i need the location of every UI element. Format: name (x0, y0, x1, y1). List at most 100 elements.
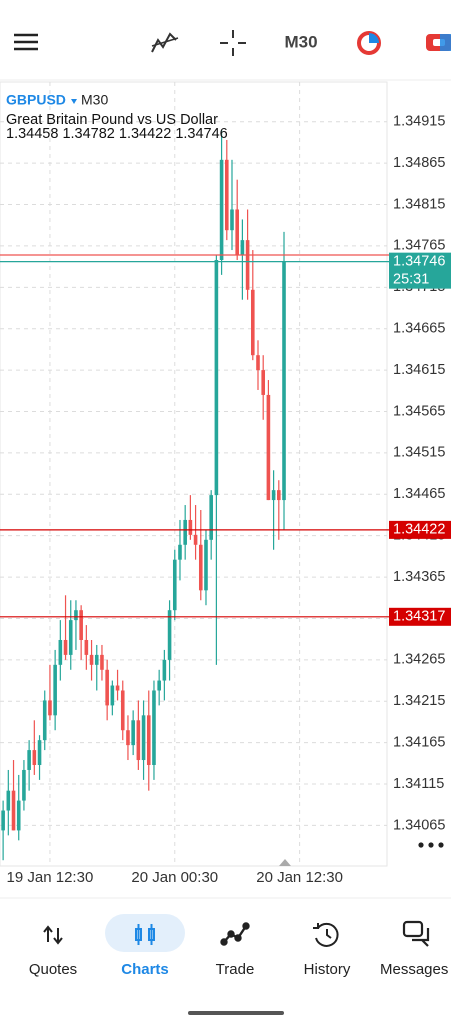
y-tick-label: 1.34515 (393, 445, 445, 461)
candle-body (235, 209, 239, 256)
candle-body (63, 639, 68, 655)
candle-body (183, 519, 187, 545)
candle-body (68, 620, 73, 655)
candle-body (53, 664, 57, 716)
symbol[interactable]: GBPUSD (6, 92, 66, 108)
home-indicator[interactable] (188, 1011, 284, 1015)
candles (1, 130, 286, 861)
nav-label[interactable]: Trade (216, 961, 255, 978)
candle-body (27, 750, 31, 770)
candle-body (11, 790, 16, 831)
candle-body (146, 715, 151, 765)
price-label-box (389, 607, 451, 626)
candle-body (84, 639, 89, 655)
candle-body (204, 539, 208, 591)
candle-body (178, 544, 182, 560)
candle-body (141, 715, 146, 761)
y-tick-label: 1.34615 (393, 362, 445, 378)
menu-button[interactable] (14, 33, 38, 51)
candle-body (152, 690, 156, 765)
symbol-dropdown[interactable] (71, 99, 77, 104)
candle-body (58, 639, 63, 665)
candle-body (94, 654, 99, 665)
more-button[interactable] (418, 842, 444, 848)
candle-body (32, 750, 37, 765)
candle-body (214, 259, 219, 496)
x-tick-label: 20 Jan 00:30 (131, 869, 218, 886)
candle-body (219, 159, 224, 260)
candle-body (261, 370, 266, 395)
candle-body (89, 654, 94, 665)
x-tick-label: 20 Jan 12:30 (256, 869, 343, 886)
nav-label[interactable]: Quotes (29, 961, 77, 978)
bottom-nav: Quotes Charts Trade History Messages (29, 961, 449, 978)
candle-body (120, 690, 125, 731)
y-tick-label: 1.34865 (393, 155, 445, 171)
candle-body (115, 685, 120, 691)
candle-body (209, 495, 213, 540)
nav-label[interactable]: History (304, 961, 351, 978)
candle-body (224, 159, 229, 231)
y-tick-label: 1.34915 (393, 114, 445, 130)
price-label-box (389, 252, 451, 289)
ohlc-info: 1.34458 1.34782 1.34422 1.34746 (6, 126, 228, 142)
y-tick-label: 1.34365 (393, 569, 445, 585)
nav-label[interactable]: Charts (121, 961, 169, 978)
y-tick-label: 1.34165 (393, 734, 445, 750)
price-label: 1.34422 (393, 522, 445, 538)
price-label: 1.34746 (393, 253, 445, 269)
candle-body (245, 240, 250, 290)
history-icon (313, 922, 339, 947)
candle-body (250, 289, 255, 356)
candle-body (162, 659, 167, 681)
candle-body (256, 355, 260, 371)
y-tick-label: 1.34815 (393, 196, 445, 212)
trade-button[interactable] (426, 34, 451, 51)
candle-body (126, 730, 130, 746)
price-label: 1.34317 (393, 609, 445, 625)
candle-body (37, 740, 42, 765)
candle-body (100, 654, 104, 670)
nav-label[interactable]: Messages (380, 961, 448, 978)
y-tick-label: 1.34765 (393, 238, 445, 254)
y-tick-label: 1.34215 (393, 693, 445, 709)
candle-body (22, 769, 26, 801)
timeframe-button[interactable]: M30 (284, 32, 317, 51)
indicators-button[interactable] (151, 32, 179, 53)
y-tick-label: 1.34465 (393, 486, 445, 502)
candle-body (193, 534, 198, 545)
active-pill (105, 914, 185, 952)
scroll-marker[interactable] (279, 859, 291, 866)
y-tick-label: 1.34665 (393, 321, 445, 337)
candle-body (48, 700, 52, 716)
crosshair-button[interactable] (220, 30, 246, 56)
candle-body (198, 544, 203, 591)
chart-title: Great Britain Pound vs US Dollar (6, 112, 218, 128)
candle-body (42, 700, 47, 741)
charts-icon (135, 924, 155, 945)
candle-body (157, 680, 161, 691)
candle-body (79, 610, 83, 640)
candle-body (105, 669, 109, 706)
candle-body (282, 261, 286, 501)
candle-body (172, 559, 177, 611)
candle-body (230, 209, 234, 231)
candle-body (188, 519, 193, 535)
candle-body (271, 490, 276, 501)
y-tick-label: 1.34065 (393, 817, 445, 833)
trade-icon (220, 922, 250, 946)
price-lines: 1.34746 25:31 1.34422 1.34317 (0, 252, 451, 626)
one-click-button[interactable] (357, 31, 381, 55)
candle-body (136, 720, 141, 761)
candle-body (277, 490, 281, 501)
candle-body (240, 240, 245, 256)
y-tick-label: 1.34115 (393, 776, 444, 792)
candle-body (266, 394, 271, 501)
candle-body (167, 610, 172, 660)
price-label-box (389, 520, 451, 539)
plot-frame (0, 81, 388, 867)
bar-timer: 25:31 (393, 271, 429, 287)
x-tick-label: 19 Jan 12:30 (7, 869, 94, 886)
